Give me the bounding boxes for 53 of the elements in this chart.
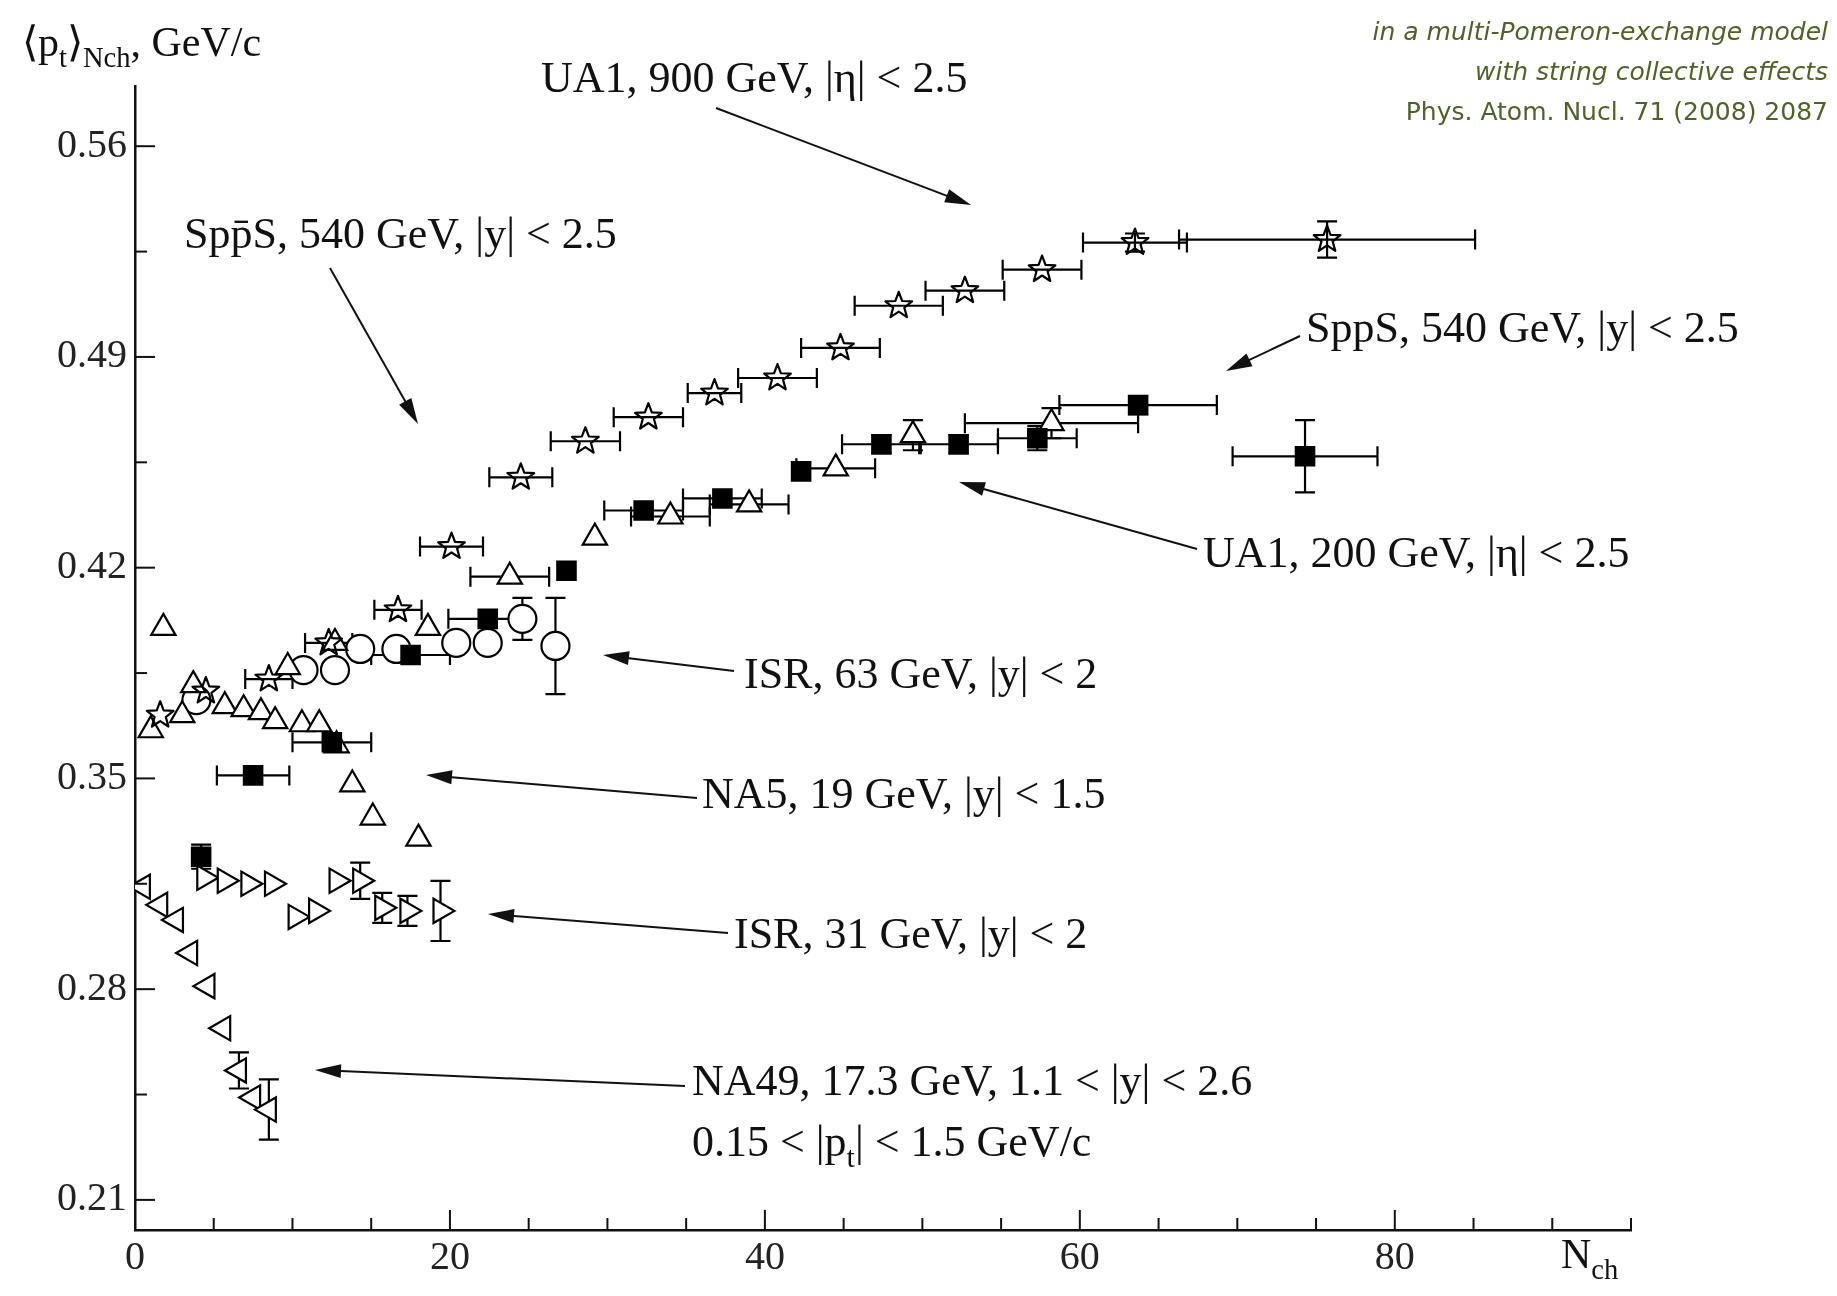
y-tick-label: 0.35: [57, 752, 127, 798]
point: [1027, 254, 1057, 283]
x-tick-label: 20: [429, 1232, 470, 1278]
point: [556, 560, 577, 581]
y-tick-label: 0.49: [57, 331, 127, 377]
annotation: UA1, 200 GeV, |η| < 2.5: [1203, 528, 1630, 577]
point: [383, 594, 413, 623]
point: [441, 627, 472, 659]
x-tick-label: 60: [1059, 1232, 1100, 1278]
point: [1294, 446, 1316, 467]
point: [790, 461, 812, 482]
annotation: SppS, 540 GeV, |y| < 2.5: [1306, 303, 1739, 352]
x-tick-label: 80: [1374, 1232, 1415, 1278]
point: [633, 500, 654, 521]
point: [242, 765, 264, 786]
point: [314, 627, 344, 656]
point: [319, 654, 351, 686]
point: [570, 426, 600, 454]
point: [884, 290, 914, 319]
point: [633, 402, 663, 430]
point: [763, 362, 792, 391]
annotation: Spp̄S, 540 GeV, |y| < 2.5: [184, 209, 617, 258]
annotation: ISR, 31 GeV, |y| < 2: [734, 909, 1088, 958]
point: [826, 332, 855, 361]
y-tick-label: 0.28: [57, 963, 127, 1009]
point: [506, 462, 536, 490]
annotation: with string collective effects: [1474, 56, 1828, 88]
x-tick-label: 0: [125, 1232, 145, 1278]
point: [437, 531, 466, 560]
point: [254, 663, 284, 692]
annotation: ISR, 63 GeV, |y| < 2: [744, 649, 1098, 698]
y-tick-label: 0.42: [57, 542, 127, 588]
annotation: Phys. Atom. Nucl. 71 (2008) 2087: [1404, 96, 1828, 128]
point: [400, 644, 421, 666]
annotation: UA1, 900 GeV, |η| < 2.5: [541, 53, 968, 102]
point: [191, 676, 221, 704]
text: in a multi-Pomeron-exchange model: [1372, 16, 1828, 48]
point: [712, 488, 733, 509]
point: [950, 275, 980, 304]
point: [507, 603, 538, 634]
annotation: NA49, 17.3 GeV, 1.1 < |y| < 2.6: [692, 1056, 1253, 1105]
point: [1120, 227, 1150, 255]
point: [472, 627, 503, 659]
point: [540, 630, 571, 662]
point: [345, 633, 376, 665]
point: [477, 608, 499, 630]
y-tick-label: 0.21: [57, 1174, 127, 1220]
annotation: NA5, 19 GeV, |y| < 1.5: [702, 769, 1106, 818]
x-tick-label: 40: [744, 1232, 785, 1278]
point: [1312, 224, 1342, 252]
point: [700, 377, 729, 406]
point: [145, 700, 175, 728]
y-tick-label: 0.56: [57, 120, 127, 166]
